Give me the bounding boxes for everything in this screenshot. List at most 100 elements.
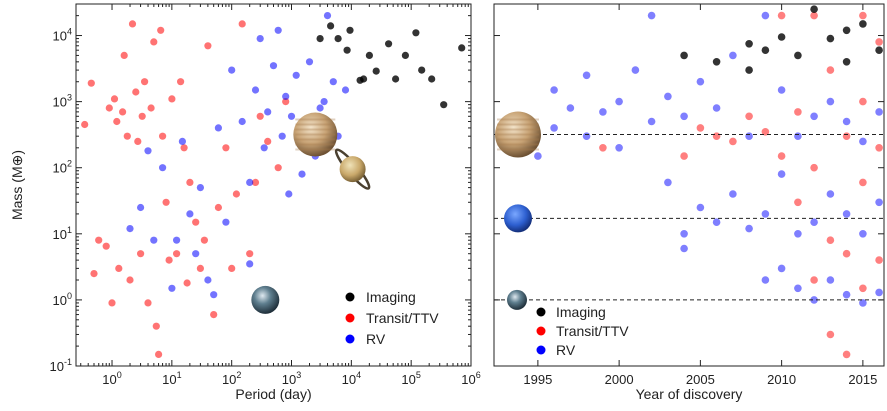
- data-point: [385, 40, 393, 48]
- data-point: [323, 12, 332, 20]
- saturn-image: [339, 156, 366, 183]
- data-point: [842, 26, 851, 35]
- data-point: [761, 276, 770, 284]
- data-point: [126, 225, 134, 233]
- y-tick-label-exp: -1: [64, 357, 72, 367]
- x-tick-label-base: 10: [222, 372, 236, 387]
- legend-marker: [345, 292, 355, 302]
- x-tick-label-base: 10: [102, 372, 116, 387]
- data-point: [810, 163, 818, 172]
- data-point: [859, 178, 867, 187]
- data-point: [264, 108, 272, 116]
- x-tick-label: 2010: [767, 372, 796, 387]
- data-point: [826, 97, 835, 106]
- data-point: [599, 144, 607, 152]
- data-point: [761, 128, 770, 136]
- data-point: [274, 26, 282, 34]
- data-point: [794, 51, 802, 60]
- data-point: [582, 132, 591, 140]
- data-point: [183, 279, 191, 287]
- data-point: [729, 51, 737, 60]
- data-point: [186, 178, 194, 186]
- data-point: [647, 11, 656, 20]
- data-point: [550, 86, 558, 94]
- data-point: [550, 124, 558, 132]
- data-point: [251, 178, 260, 186]
- data-point: [292, 71, 300, 79]
- data-point: [150, 236, 158, 244]
- data-point: [826, 34, 835, 43]
- data-point: [134, 137, 142, 145]
- x-tick-label: 101: [162, 370, 181, 387]
- data-point: [810, 11, 818, 20]
- data-point: [95, 236, 103, 244]
- legend-marker: [536, 307, 546, 317]
- data-point: [162, 198, 170, 206]
- y-tick-label-exp: 1: [67, 225, 72, 235]
- data-point: [842, 290, 851, 299]
- x-tick-label: 102: [222, 370, 241, 387]
- data-point: [186, 210, 194, 218]
- data-point: [147, 104, 155, 112]
- plot-area-right: [494, 4, 884, 366]
- data-point: [794, 284, 802, 293]
- x-tick-label-exp: 4: [356, 370, 361, 380]
- data-point: [428, 75, 436, 83]
- data-point: [794, 230, 802, 238]
- data-point: [105, 104, 113, 112]
- data-point: [680, 112, 688, 121]
- data-point: [108, 299, 116, 307]
- data-point: [810, 218, 818, 226]
- data-point: [305, 58, 314, 66]
- data-point: [298, 170, 306, 178]
- data-point: [745, 112, 753, 121]
- data-point: [168, 284, 176, 292]
- data-point: [278, 132, 286, 140]
- data-point: [826, 330, 835, 339]
- data-point: [246, 260, 254, 268]
- data-point: [246, 250, 254, 258]
- data-point: [287, 112, 296, 120]
- data-point: [238, 117, 246, 126]
- data-point: [842, 58, 851, 66]
- data-point: [842, 132, 851, 140]
- data-point: [178, 137, 186, 145]
- neptune-image: [504, 204, 532, 233]
- data-point: [196, 184, 204, 192]
- data-point: [582, 71, 591, 80]
- data-point: [566, 104, 575, 112]
- data-point: [875, 198, 883, 207]
- x-axis-label-right: Year of discovery: [636, 386, 743, 402]
- data-point: [794, 108, 802, 116]
- x-tick-label-exp: 2: [236, 370, 241, 380]
- data-point: [256, 112, 264, 120]
- data-point: [859, 230, 867, 238]
- data-point: [228, 264, 236, 272]
- data-point: [110, 95, 119, 103]
- legend-label: Transit/TTV: [366, 310, 439, 326]
- y-tick-label-base: 10: [50, 359, 64, 374]
- x-tick-label: 100: [102, 370, 121, 387]
- data-point: [859, 20, 867, 28]
- data-point: [256, 35, 264, 43]
- data-point: [173, 236, 181, 244]
- data-point: [859, 137, 867, 146]
- data-point: [712, 218, 721, 226]
- x-axis-label-left: Period (day): [235, 386, 311, 402]
- data-point: [152, 322, 160, 330]
- x-tick-label-exp: 0: [117, 370, 122, 380]
- data-point: [810, 296, 818, 304]
- legend-left: Imaging Transit/TTV RV: [345, 289, 439, 347]
- data-point: [647, 117, 656, 126]
- data-point: [285, 190, 293, 198]
- data-point: [810, 5, 818, 13]
- data-point: [875, 144, 883, 152]
- data-point: [712, 132, 721, 140]
- y-tick-label-exp: 4: [67, 27, 72, 37]
- x-tick-label-base: 10: [461, 372, 475, 387]
- data-point: [222, 144, 230, 152]
- data-point: [269, 62, 278, 70]
- data-point: [155, 350, 163, 358]
- right-panel: 1995 2000 2005 2010 2015 Year of discovery Ima…: [493, 3, 885, 402]
